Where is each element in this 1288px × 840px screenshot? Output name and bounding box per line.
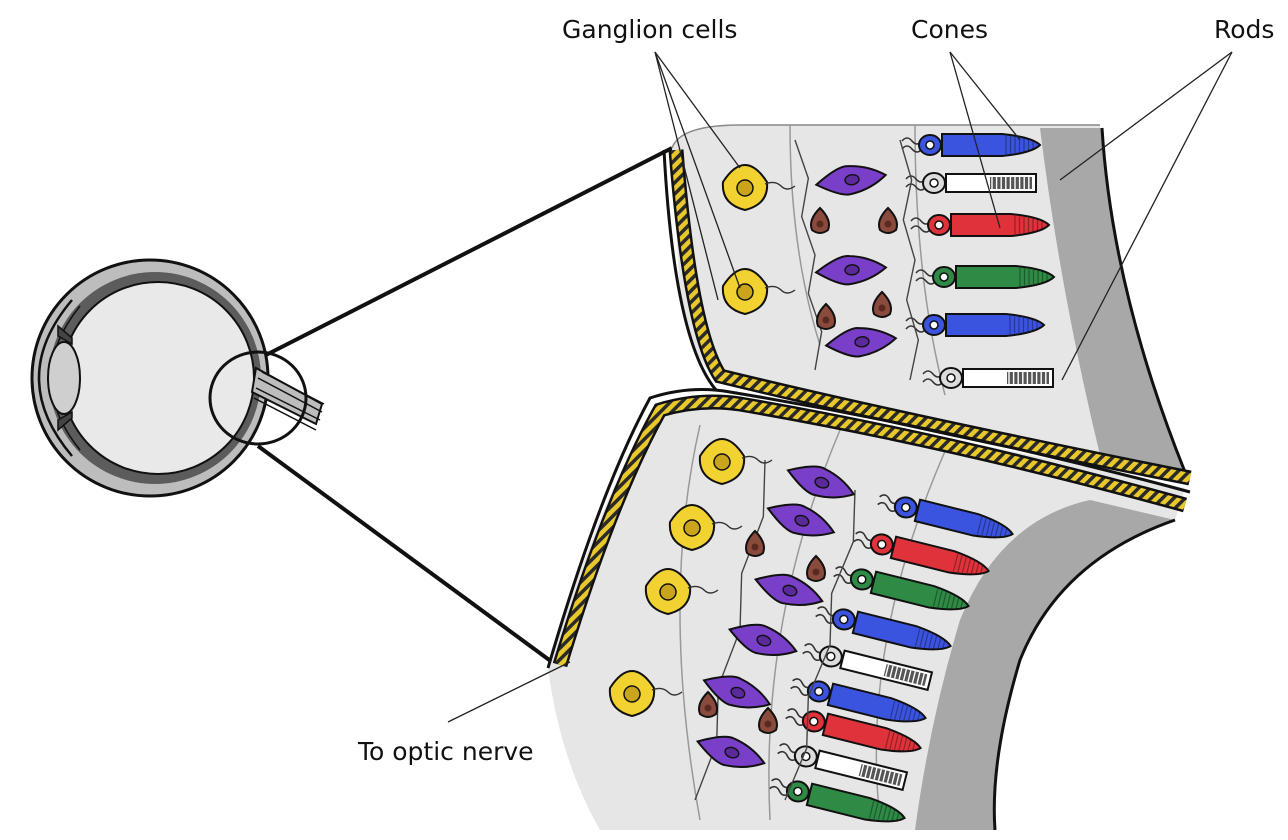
- zoom-line-lower: [256, 444, 554, 664]
- rods-leader-2: [1061, 51, 1233, 381]
- upper-retina-panel: [662, 124, 1192, 486]
- cone-blue-cell: [905, 313, 1046, 337]
- optic-nerve-label: To optic nerve: [357, 737, 534, 766]
- rod-cell: [777, 743, 909, 792]
- bipolar-cell: [814, 255, 888, 286]
- ganglion-cell: [608, 670, 683, 718]
- cones-label: Cones: [911, 15, 988, 44]
- bipolar-cell: [814, 165, 888, 196]
- horizontal-cell: [872, 290, 892, 318]
- cone-red-cell: [910, 213, 1051, 237]
- rod-cell: [802, 643, 934, 692]
- cone-blue-cell: [901, 133, 1042, 157]
- magnification-circle: [208, 350, 308, 446]
- horizontal-cell: [810, 206, 830, 234]
- cone-green-cell: [833, 566, 970, 611]
- optic-nerve-leader: [447, 661, 571, 723]
- ganglion-cell: [668, 504, 743, 552]
- retinal-cells: [608, 133, 1056, 823]
- rod-cell: [905, 172, 1037, 194]
- ganglion-leader-3: [654, 51, 719, 301]
- horizontal-cell: [698, 690, 718, 718]
- cones-leader-2: [949, 51, 1001, 229]
- cone-red-cell: [853, 531, 990, 576]
- horizontal-cell: [878, 206, 898, 234]
- rod-cell: [922, 367, 1054, 389]
- horizontal-cell: [745, 529, 765, 557]
- rods-leader-1: [1059, 51, 1233, 181]
- ganglion-cell: [698, 438, 773, 486]
- leader-lines: [447, 51, 1233, 723]
- bipolar-cell: [702, 675, 772, 709]
- ganglion-cell: [721, 164, 796, 212]
- synapse-connection: [794, 139, 823, 371]
- lens: [47, 341, 81, 415]
- horizontal-cell: [806, 554, 826, 582]
- rods-label: Rods: [1214, 15, 1274, 44]
- ganglion-leader-2: [654, 51, 741, 289]
- bipolar-cell: [766, 503, 836, 537]
- horizontal-cell: [758, 706, 778, 734]
- ganglion-cell: [644, 568, 719, 616]
- bipolar-cell: [695, 735, 766, 769]
- bipolar-cell: [753, 573, 824, 607]
- cone-green-cell: [915, 265, 1056, 289]
- eyeball: [30, 258, 325, 498]
- cone-green-cell: [769, 778, 906, 823]
- bipolar-cell: [824, 327, 898, 358]
- bipolar-cell: [727, 623, 798, 657]
- synapse-connection: [899, 139, 920, 381]
- cones-leader-1: [949, 51, 1021, 141]
- bipolar-cell: [786, 465, 856, 499]
- ganglion-cells-label: Ganglion cells: [562, 15, 737, 44]
- ganglion-leader-1: [654, 51, 741, 169]
- cone-blue-cell: [815, 606, 952, 651]
- horizontal-cell: [816, 302, 836, 330]
- synapse-connection: [784, 489, 856, 801]
- zoom-line-upper: [265, 146, 673, 357]
- cone-blue-cell: [790, 678, 927, 723]
- cone-red-cell: [785, 708, 922, 753]
- cone-blue-cell: [877, 494, 1014, 539]
- ganglion-cell: [721, 268, 796, 316]
